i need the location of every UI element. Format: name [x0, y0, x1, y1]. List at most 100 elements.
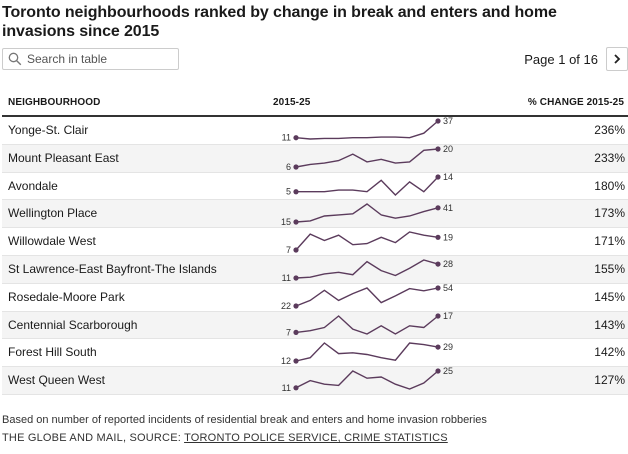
trend-start-dot: [293, 275, 299, 281]
trend-start-dot: [293, 164, 299, 170]
neighbourhood-name: St Lawrence-East Bayfront-The Islands: [8, 261, 217, 276]
source-link[interactable]: TORONTO POLICE SERVICE, CRIME STATISTICS: [184, 432, 448, 444]
trend-end-label: 14: [443, 172, 453, 182]
percent-change: 171%: [594, 234, 625, 249]
trend-end-label: 28: [443, 259, 453, 269]
trend-end-label: 29: [443, 342, 453, 352]
trend-line: [295, 120, 439, 140]
table-row: Wellington Place 15 41 173%: [2, 200, 628, 229]
trend-start-label: 11: [282, 383, 291, 393]
neighbourhood-name: Willowdale West: [8, 234, 96, 249]
trend-start-label: 5: [286, 186, 291, 196]
search-icon: [8, 52, 22, 66]
table-body: Yonge-St. Clair 11 37 236% Mount Pleasant Ea…: [2, 116, 628, 395]
trend-start-dot: [293, 219, 299, 225]
trend-end-dot: [435, 234, 441, 241]
percent-change: 145%: [594, 289, 625, 304]
trend-sparkline: 6 20: [286, 144, 453, 172]
table-row: West Queen West 11 25 127%: [2, 366, 628, 395]
table-row: St Lawrence-East Bayfront-The Islands 11 2…: [2, 255, 628, 284]
trend-end-label: 54: [443, 283, 453, 293]
table-row: Rosedale-Moore Park 22 54 145%: [2, 283, 628, 312]
column-header-percent-change[interactable]: % CHANGE 2015-25: [527, 97, 624, 108]
trend-end-dot: [435, 205, 441, 211]
trend-start-dot: [293, 329, 299, 335]
percent-change: 236%: [594, 123, 625, 137]
table-row: Willowdale West 7 19 171%: [2, 228, 628, 256]
trend-start-dot: [293, 188, 299, 194]
trend-end-label: 41: [443, 203, 453, 213]
trend-sparkline: 22 54: [281, 283, 453, 311]
source-prefix: THE GLOBE AND MAIL, SOURCE:: [2, 432, 185, 444]
trend-end-dot: [435, 261, 441, 267]
percent-change: 233%: [594, 150, 625, 165]
trend-sparkline: 7 19: [286, 231, 453, 255]
neighbourhood-name: Avondale: [8, 178, 58, 193]
table-row: Forest Hill South 12 29 142%: [2, 339, 628, 368]
trend-end-label: 25: [443, 366, 453, 376]
trend-end-dot: [435, 146, 441, 152]
pagination-label: Page 1 of 16: [524, 52, 598, 67]
neighbourhood-name: Forest Hill South: [8, 345, 97, 360]
trend-line: [295, 231, 439, 251]
trend-line: [295, 314, 439, 335]
trend-start-label: 11: [282, 133, 291, 143]
trend-start-label: 22: [281, 301, 291, 311]
trend-line: [296, 176, 439, 196]
trend-end-dot: [435, 118, 441, 124]
page-title: Toronto neighbourhoods ranked by change …: [2, 4, 557, 40]
table-row: Yonge-St. Clair 11 37 236%: [2, 116, 628, 145]
percent-change: 155%: [594, 261, 625, 276]
trend-start-label: 7: [286, 327, 291, 337]
trend-sparkline: 11 25: [282, 366, 453, 393]
neighbourhood-name: Yonge-St. Clair: [8, 123, 89, 137]
neighbourhood-name: Wellington Place: [8, 206, 98, 221]
trend-end-label: 19: [443, 232, 453, 242]
next-page-button[interactable]: [606, 47, 628, 71]
trend-start-dot: [293, 303, 299, 309]
trend-end-dot: [435, 344, 441, 351]
neighbourhood-name: Mount Pleasant East: [8, 150, 119, 165]
table-row: Centennial Scarborough 7 17 143%: [2, 311, 628, 340]
trend-end-dot: [435, 368, 441, 374]
trend-start-dot: [293, 385, 299, 391]
chevron-right-icon: [614, 54, 621, 64]
table-row: Mount Pleasant East 6 20 233%: [2, 144, 628, 173]
trend-end-dot: [435, 173, 441, 180]
trend-line: [295, 370, 439, 390]
trend-line: [295, 259, 439, 279]
trend-sparkline: 7 17: [286, 311, 453, 337]
percent-change: 173%: [594, 206, 625, 221]
percent-change: 180%: [594, 178, 625, 193]
trend-start-label: 12: [281, 356, 291, 366]
trend-start-label: 6: [286, 162, 291, 172]
header-divider: [2, 115, 628, 117]
trend-line: [295, 286, 439, 307]
trend-start-label: 7: [286, 245, 291, 255]
column-header-trend[interactable]: 2015-25: [273, 97, 311, 108]
percent-change: 127%: [594, 373, 625, 388]
search-input[interactable]: [27, 49, 175, 69]
footnote: Based on number of reported incidents of…: [2, 414, 487, 426]
neighbourhood-name: West Queen West: [8, 373, 105, 388]
trend-end-dot: [435, 312, 441, 319]
trend-sparkline: 11 37: [282, 116, 453, 143]
trend-start-label: 11: [282, 273, 291, 283]
search-box[interactable]: [2, 48, 179, 70]
source-credit: THE GLOBE AND MAIL, SOURCE: TORONTO POLI…: [2, 432, 448, 444]
column-header-neighbourhood[interactable]: NEIGHBOURHOOD: [8, 97, 101, 108]
trend-sparkline: 11 28: [282, 259, 453, 283]
trend-line: [295, 148, 439, 168]
trend-end-label: 20: [443, 144, 453, 154]
trend-sparkline: 12 29: [281, 342, 453, 366]
neighbourhood-name: Rosedale-Moore Park: [8, 289, 125, 304]
trend-start-dot: [293, 358, 299, 364]
trend-end-dot: [435, 285, 441, 291]
trend-end-label: 37: [443, 116, 453, 126]
percent-change: 143%: [594, 317, 625, 332]
table-row: Avondale 5 14 180%: [2, 172, 628, 201]
percent-change: 142%: [594, 345, 625, 360]
trend-end-label: 17: [443, 311, 453, 321]
neighbourhood-name: Centennial Scarborough: [8, 317, 138, 332]
